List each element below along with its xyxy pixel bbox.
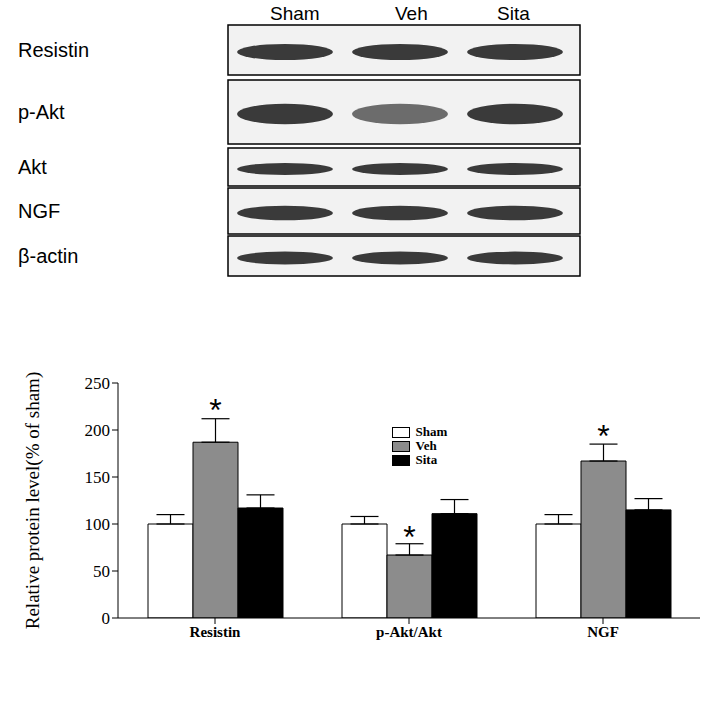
svg-text:p-Akt/Akt: p-Akt/Akt [376, 624, 442, 640]
svg-text:Veh: Veh [395, 3, 428, 24]
svg-text:*: * [597, 418, 609, 454]
svg-text:Sita: Sita [497, 3, 530, 24]
svg-text:NGF: NGF [587, 624, 619, 640]
svg-text:*: * [209, 392, 221, 428]
html-text:Sita: Sita [415, 452, 438, 467]
svg-text:200: 200 [85, 421, 111, 440]
svg-text:β-actin: β-actin [18, 245, 78, 267]
html-text:Sham: Sham [415, 424, 448, 439]
svg-text:Resistin: Resistin [18, 39, 89, 61]
html-text:Veh: Veh [415, 438, 437, 453]
svg-text:100: 100 [85, 515, 111, 534]
svg-text:250: 250 [85, 374, 111, 393]
svg-text:Resistin: Resistin [190, 624, 241, 640]
svg-text:Sham: Sham [270, 3, 320, 24]
svg-text:NGF: NGF [18, 200, 60, 222]
svg-text:p-Akt: p-Akt [18, 101, 65, 123]
svg-text:Relative protein level(% of sh: Relative protein level(% of sham) [22, 372, 44, 629]
svg-text:150: 150 [85, 468, 111, 487]
svg-text:50: 50 [93, 562, 110, 581]
svg-text:Akt: Akt [18, 156, 47, 178]
svg-text:0: 0 [102, 609, 111, 628]
svg-text:*: * [403, 519, 415, 555]
